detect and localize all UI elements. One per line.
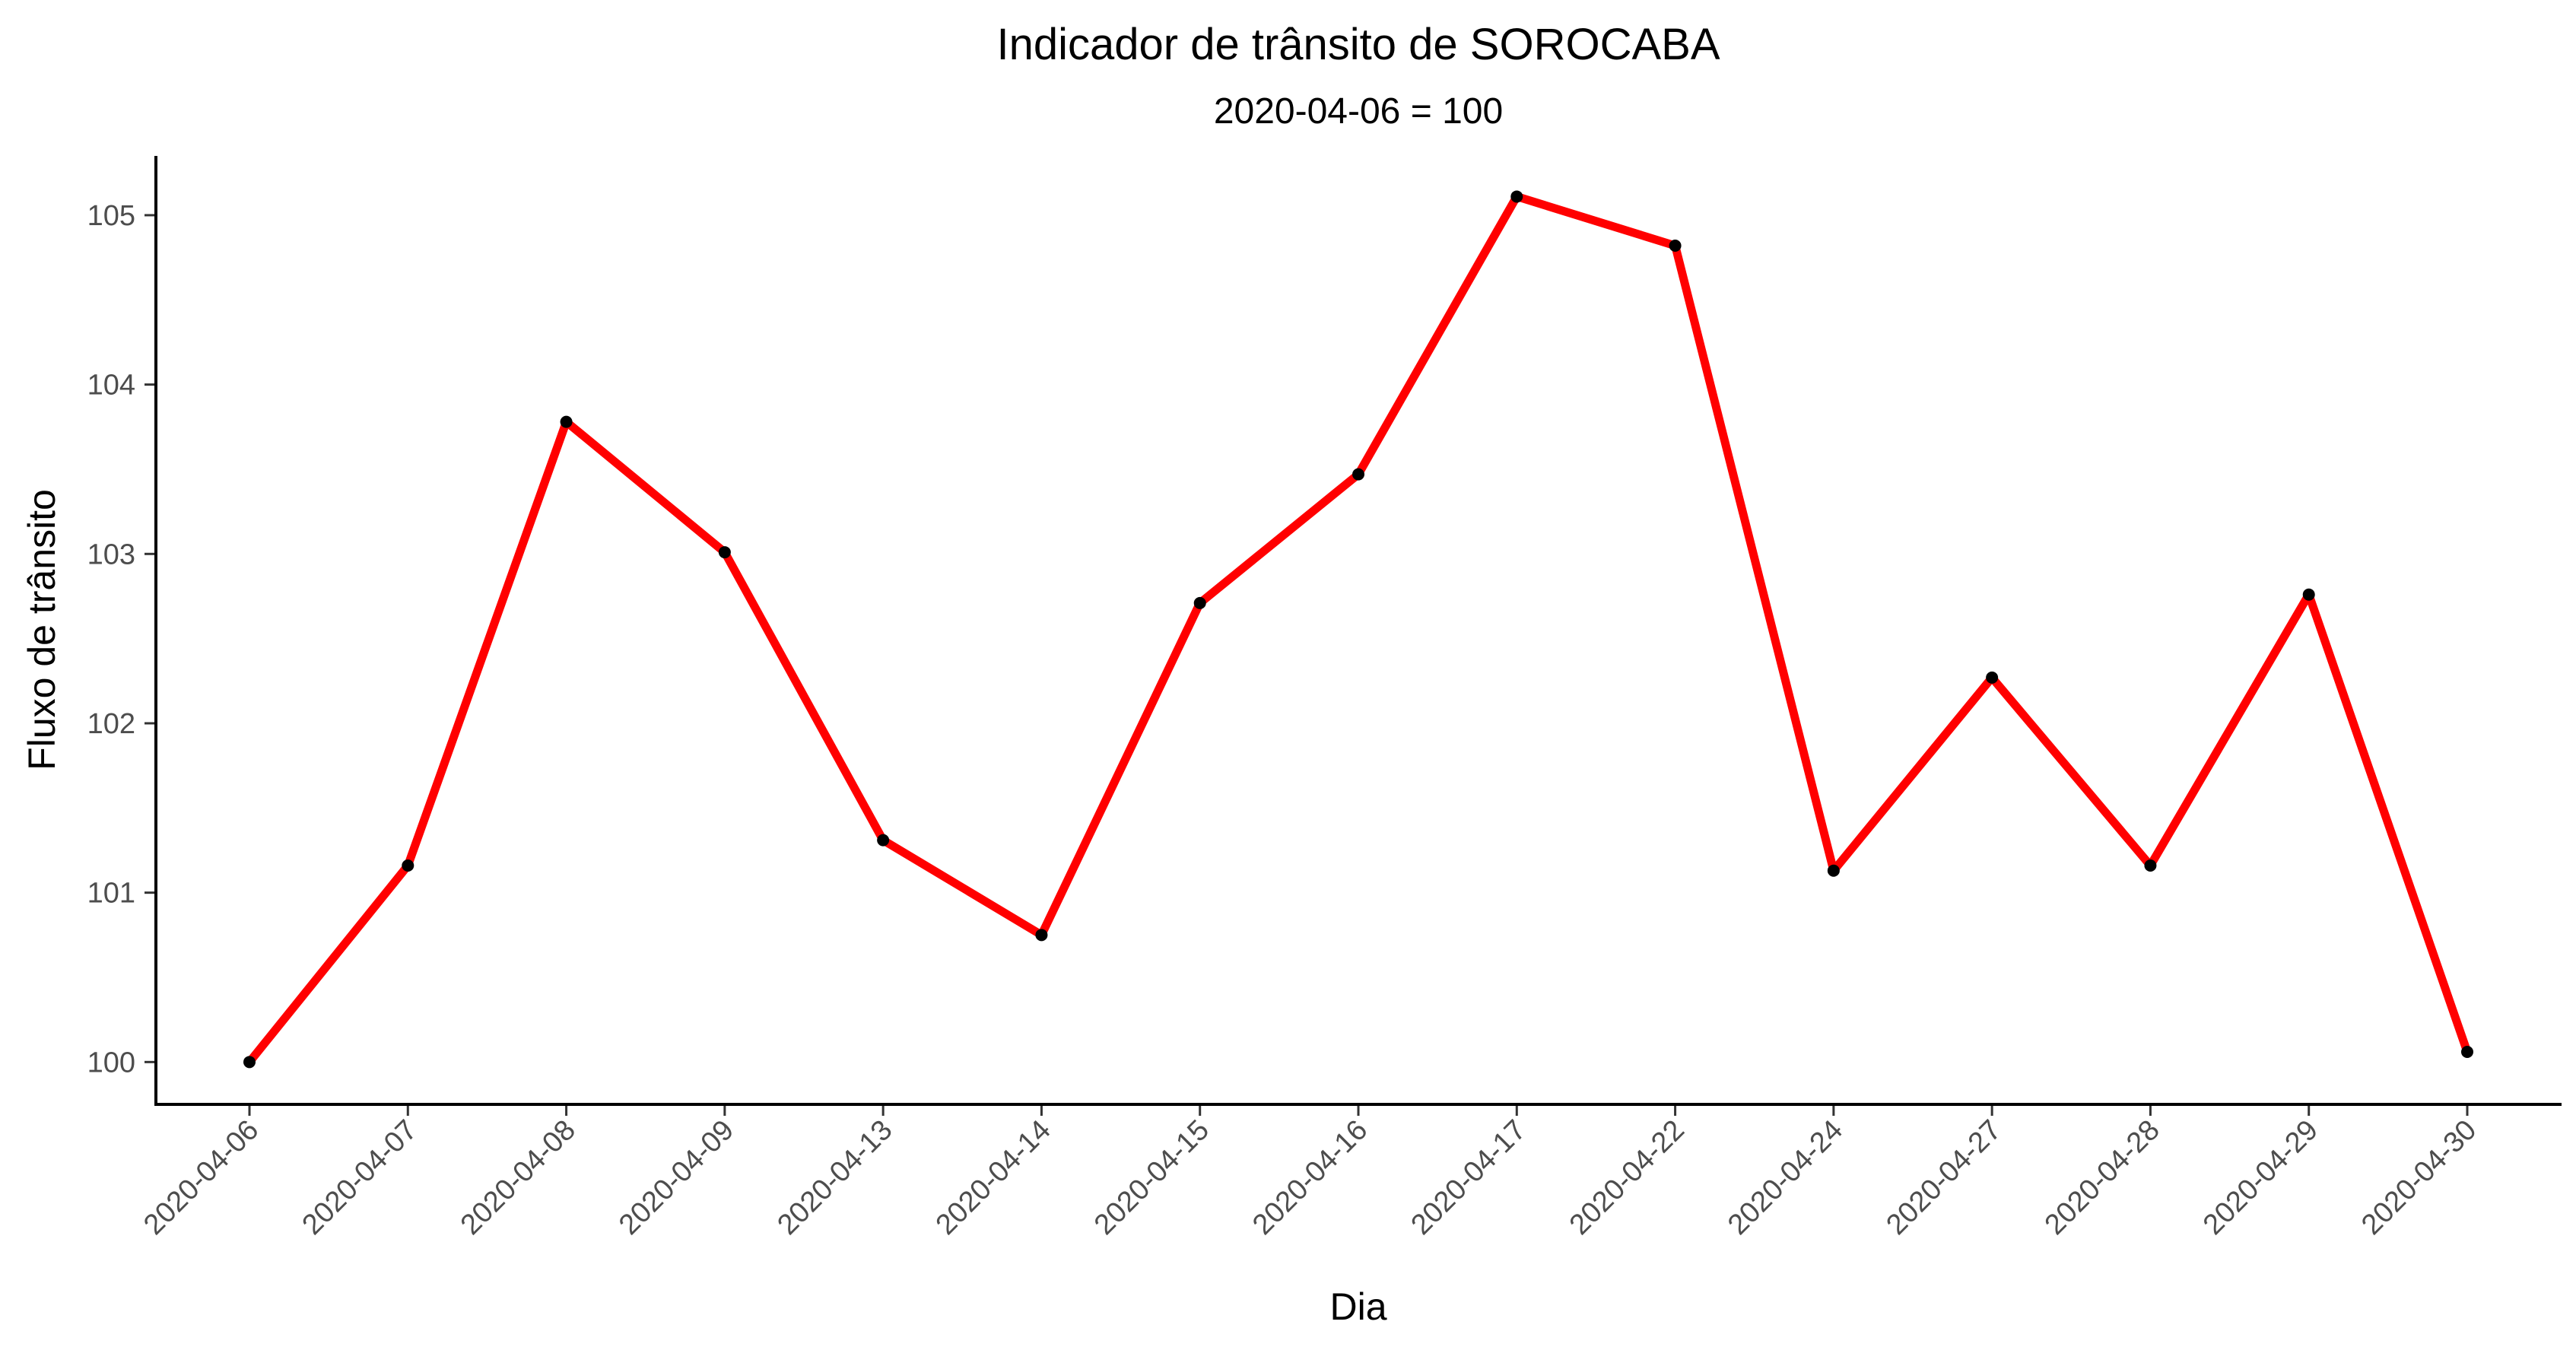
chart-title: Indicador de trânsito de SOROCABA (996, 20, 1720, 69)
data-point (1827, 864, 1840, 877)
x-tick-label: 2020-04-08 (455, 1114, 582, 1241)
data-point (2461, 1045, 2473, 1058)
x-tick-label: 2020-04-09 (613, 1114, 740, 1241)
y-axis-title: Fluxo de trânsito (21, 489, 63, 770)
data-point (1352, 468, 1364, 481)
series-line (245, 192, 2472, 1066)
series-group (243, 190, 2473, 1069)
x-tick-label: 2020-04-27 (1880, 1114, 2007, 1241)
x-tick-label: 2020-04-17 (1405, 1114, 1532, 1241)
x-tick-label: 2020-04-07 (296, 1114, 423, 1241)
y-tick-label: 104 (87, 370, 135, 402)
data-point (402, 859, 415, 872)
x-tick-label: 2020-04-06 (138, 1114, 265, 1241)
data-point (1669, 240, 1682, 253)
data-point (1035, 929, 1048, 942)
y-tick-label: 103 (87, 538, 135, 570)
data-point (560, 415, 573, 428)
y-tick-label: 102 (87, 708, 135, 740)
x-tick-label: 2020-04-29 (2197, 1114, 2324, 1241)
x-axis-title: Dia (1329, 1285, 1386, 1328)
y-axis-ticks: 100 101 102 103 104 105 (87, 200, 156, 1079)
x-tick-label: 2020-04-14 (930, 1114, 1057, 1241)
data-point (2144, 859, 2157, 872)
data-point (1193, 596, 1206, 609)
x-tick-label: 2020-04-28 (2039, 1114, 2166, 1241)
x-tick-label: 2020-04-30 (2355, 1114, 2482, 1241)
y-tick-label: 101 (87, 878, 135, 910)
data-point (243, 1056, 256, 1069)
y-tick-label: 105 (87, 200, 135, 232)
x-tick-label: 2020-04-22 (1564, 1114, 1691, 1241)
x-tick-label: 2020-04-24 (1722, 1114, 1849, 1241)
chart-subtitle: 2020-04-06 = 100 (1214, 91, 1503, 132)
data-point (877, 834, 890, 847)
data-point (718, 546, 731, 559)
y-tick-label: 100 (87, 1047, 135, 1079)
x-axis-ticks: 2020-04-06 2020-04-07 2020-04-08 2020-04-09… (138, 1104, 2482, 1241)
data-point (2302, 588, 2315, 601)
x-tick-label: 2020-04-13 (771, 1114, 898, 1241)
data-point (1510, 190, 1523, 203)
data-point (1986, 671, 1999, 684)
x-tick-label: 2020-04-15 (1088, 1114, 1215, 1241)
x-tick-label: 2020-04-16 (1247, 1114, 1374, 1241)
